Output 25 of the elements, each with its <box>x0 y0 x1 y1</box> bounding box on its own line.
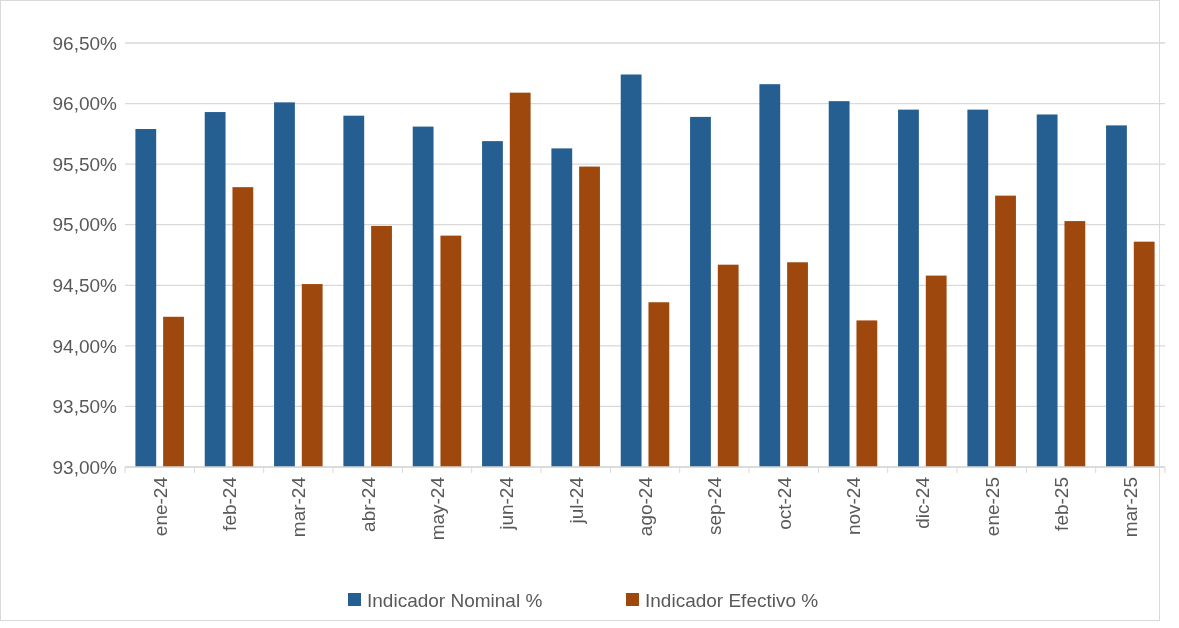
x-tick-label: nov-24 <box>843 476 864 536</box>
x-tick-label: ene-24 <box>149 476 171 537</box>
x-tick-label: oct-24 <box>773 476 795 530</box>
y-tick-label: 93,50% <box>52 396 118 418</box>
y-tick-label: 96,00% <box>52 93 118 115</box>
x-tick-label: sep-24 <box>704 476 726 536</box>
y-tick-label: 94,00% <box>52 335 118 357</box>
x-tick-label: mar-24 <box>288 476 310 538</box>
x-tick-label: ago-24 <box>635 476 656 537</box>
y-tick-label: 93,00% <box>52 456 118 478</box>
legend-label: Indicador Nominal % <box>367 589 543 611</box>
x-tick-label: may-24 <box>427 476 448 541</box>
y-tick-label: 94,50% <box>52 274 118 296</box>
legend-label: Indicador Efectivo % <box>645 589 819 611</box>
x-tick-label: mar-25 <box>1120 477 1142 538</box>
x-tick-label: ene-25 <box>981 477 1003 537</box>
x-tick-label: jul-24 <box>565 476 587 525</box>
y-tick-label: 95,00% <box>52 214 118 236</box>
x-tick-label: feb-25 <box>1051 477 1072 531</box>
x-tick-label: feb-24 <box>219 476 240 531</box>
y-tick-label: 96,50% <box>52 32 118 54</box>
x-tick-label: dic-24 <box>912 476 934 529</box>
x-tick-label: abr-24 <box>357 476 379 532</box>
y-tick-label: 95,50% <box>52 153 118 175</box>
x-tick-label: jun-24 <box>496 476 518 531</box>
